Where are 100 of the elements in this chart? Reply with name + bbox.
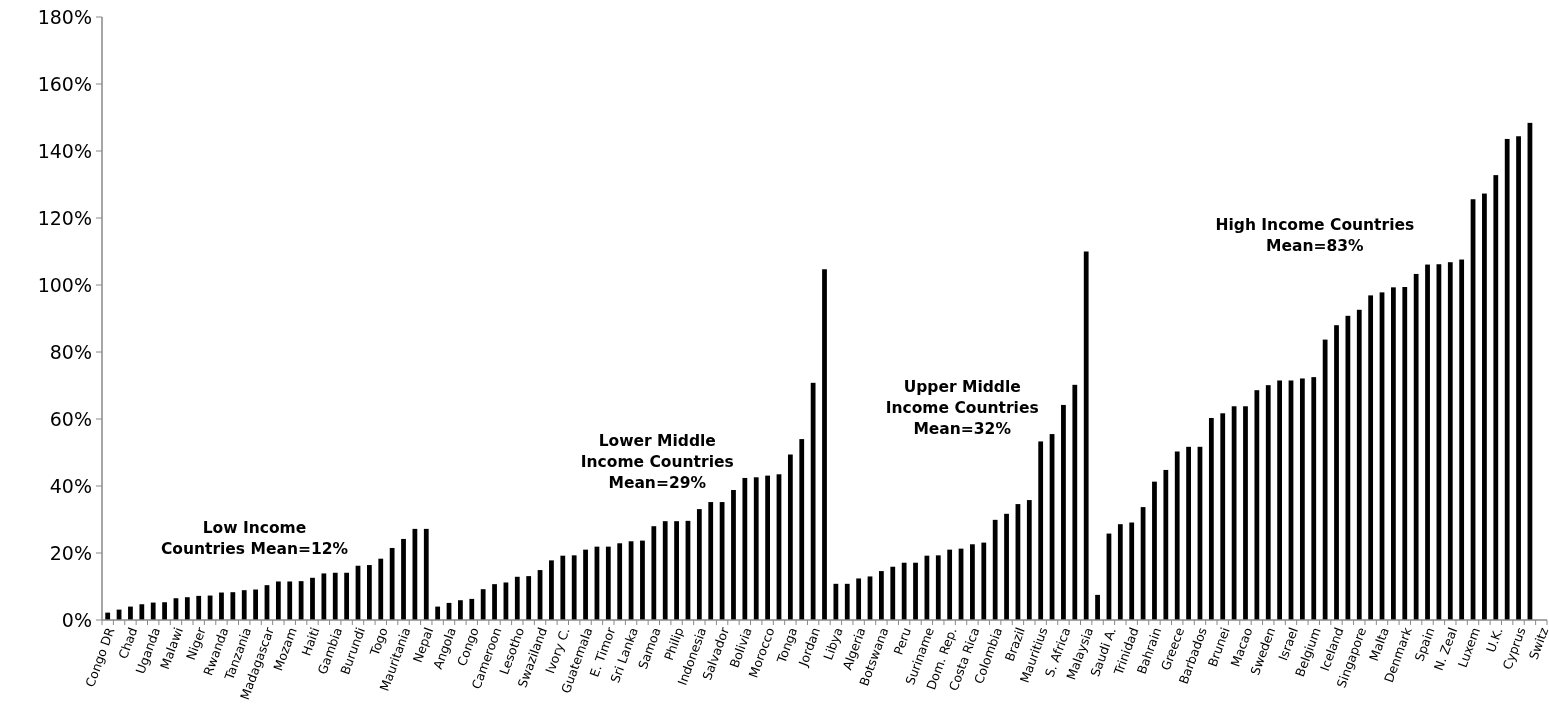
y-tick-label: 80% xyxy=(49,340,92,363)
bar xyxy=(1504,138,1510,620)
y-tick-label: 20% xyxy=(49,541,92,564)
bar xyxy=(560,555,566,620)
bar xyxy=(583,549,588,620)
bar xyxy=(1174,451,1180,620)
bar xyxy=(162,602,167,620)
bar xyxy=(833,583,839,620)
annotation: Low Income Countries Mean=12% xyxy=(160,519,349,559)
bar xyxy=(822,269,827,620)
bar xyxy=(1186,446,1191,620)
bar xyxy=(1311,377,1317,620)
bar xyxy=(1163,469,1169,620)
bar xyxy=(1516,136,1521,620)
bar xyxy=(1152,481,1157,620)
bar xyxy=(378,558,384,620)
bar xyxy=(401,538,406,620)
y-tick-label: 120% xyxy=(37,206,92,229)
bar xyxy=(810,382,816,620)
bar xyxy=(310,577,315,620)
bar xyxy=(708,502,714,620)
bar xyxy=(1243,406,1248,620)
bar xyxy=(1493,175,1499,620)
bar xyxy=(856,578,862,620)
bar xyxy=(617,543,623,620)
bar xyxy=(253,589,258,620)
bar xyxy=(1402,287,1408,620)
bar xyxy=(640,540,645,620)
bar xyxy=(879,571,884,620)
bar xyxy=(935,555,941,620)
bar xyxy=(230,592,236,620)
bar xyxy=(298,581,304,620)
bar xyxy=(1425,264,1430,620)
bar xyxy=(1482,193,1487,620)
bar xyxy=(890,566,896,620)
bar xyxy=(128,606,133,620)
bar xyxy=(423,528,429,620)
bar xyxy=(674,521,679,620)
bar xyxy=(1447,262,1453,620)
bar xyxy=(196,595,202,620)
annotation: Lower Middle Income Countries Mean=29% xyxy=(580,432,734,493)
bar xyxy=(275,581,281,620)
bar xyxy=(799,439,805,620)
bar xyxy=(1061,404,1066,620)
bar xyxy=(1413,273,1419,620)
annotation: Upper Middle Income Countries Mean=32% xyxy=(885,378,1039,439)
bar xyxy=(219,592,224,620)
bar xyxy=(605,546,611,620)
bar xyxy=(1345,315,1351,620)
x-tick-label: Niger xyxy=(183,624,209,663)
bar xyxy=(1334,325,1339,620)
bar xyxy=(1368,295,1374,620)
x-tick-label: Chad xyxy=(115,625,141,661)
bar xyxy=(1083,251,1089,620)
bar xyxy=(742,477,748,620)
bar xyxy=(241,590,247,620)
bar xyxy=(947,549,953,620)
bar xyxy=(970,544,975,620)
x-tick-label: Libya xyxy=(820,625,846,662)
bar xyxy=(1391,287,1396,620)
bar xyxy=(1026,500,1032,620)
y-tick-label: 100% xyxy=(37,273,92,296)
bar xyxy=(913,562,918,620)
y-tick-label: 140% xyxy=(37,139,92,162)
bar xyxy=(1208,418,1214,620)
bar xyxy=(651,526,657,620)
bar xyxy=(492,584,497,620)
bar xyxy=(1356,309,1362,620)
bar xyxy=(184,597,190,620)
bar xyxy=(1220,413,1226,620)
bar xyxy=(1129,522,1135,620)
bar xyxy=(514,576,520,620)
bar xyxy=(458,600,463,620)
bar xyxy=(287,581,293,620)
bar xyxy=(344,572,350,620)
y-tick-label: 180% xyxy=(37,5,92,28)
bar xyxy=(992,519,998,620)
bar xyxy=(765,475,770,620)
bar xyxy=(1299,378,1305,620)
y-tick-label: 0% xyxy=(61,608,92,631)
bar xyxy=(332,572,338,620)
bar xyxy=(787,454,793,620)
y-tick-label: 160% xyxy=(37,72,92,95)
bar xyxy=(549,560,554,620)
bar xyxy=(1254,390,1260,620)
bar xyxy=(366,565,372,620)
bar xyxy=(435,606,441,620)
bar xyxy=(981,542,987,620)
bar xyxy=(844,583,850,620)
x-tick-label: Haiti xyxy=(298,625,323,658)
bar xyxy=(731,490,736,620)
bar xyxy=(321,573,327,620)
x-tick-label: U.K. xyxy=(1482,625,1506,655)
bar xyxy=(480,589,486,620)
bar xyxy=(469,598,475,620)
y-tick-label: 40% xyxy=(49,474,92,497)
y-tick-label: 60% xyxy=(49,407,92,430)
bar xyxy=(696,509,702,620)
bar xyxy=(1322,339,1328,620)
bar xyxy=(1265,385,1271,620)
